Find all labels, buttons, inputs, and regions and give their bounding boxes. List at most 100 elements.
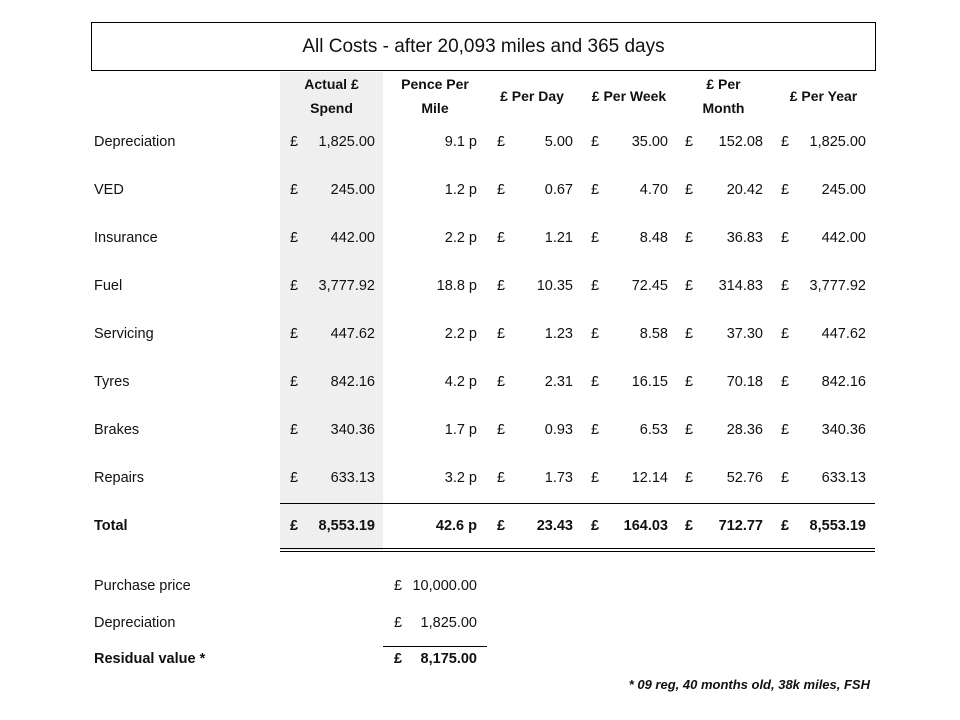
currency-symbol: £ (781, 422, 790, 438)
cell-day: 10.35 (536, 278, 573, 294)
cell-week: 4.70 (639, 182, 668, 198)
cell-actual: 447.62 (330, 326, 375, 342)
cell-month: 28.36 (726, 422, 763, 438)
currency-symbol: £ (591, 374, 600, 390)
cell-year: 442.00 (821, 230, 866, 246)
currency-symbol: £ (497, 518, 506, 534)
currency-symbol: £ (497, 470, 506, 486)
residual-value: 1,825.00 (420, 615, 477, 631)
residual-value: 8,175.00 (420, 651, 477, 667)
cell-actual: 442.00 (330, 230, 375, 246)
cell-year: 245.00 (821, 182, 866, 198)
currency-symbol: £ (781, 374, 790, 390)
cell-year: 633.13 (821, 470, 866, 486)
column-header: £ Per Day (500, 88, 564, 104)
currency-symbol: £ (394, 651, 403, 667)
cell-ppm: 18.8 p (436, 278, 477, 294)
currency-symbol: £ (290, 326, 299, 342)
column-header: Pence Per Mile (401, 76, 469, 116)
currency-symbol: £ (685, 278, 694, 294)
cell-month: 70.18 (726, 374, 763, 390)
cell-month: 712.77 (718, 518, 763, 534)
cell-day: 0.67 (544, 182, 573, 198)
cell-ppm: 2.2 p (444, 326, 477, 342)
currency-symbol: £ (781, 134, 790, 150)
cell-actual: 8,553.19 (318, 518, 375, 534)
cell-week: 12.14 (631, 470, 668, 486)
currency-symbol: £ (497, 278, 506, 294)
currency-symbol: £ (685, 230, 694, 246)
currency-symbol: £ (497, 374, 506, 390)
cell-actual: 633.13 (330, 470, 375, 486)
cell-month: 37.30 (726, 326, 763, 342)
cell-actual: 842.16 (330, 374, 375, 390)
currency-symbol: £ (781, 326, 790, 342)
currency-symbol: £ (290, 422, 299, 438)
footnote: * 09 reg, 40 months old, 38k miles, FSH (628, 677, 870, 692)
currency-symbol: £ (591, 518, 600, 534)
currency-symbol: £ (290, 182, 299, 198)
currency-symbol: £ (497, 230, 506, 246)
cell-day: 0.93 (544, 422, 573, 438)
cell-actual: 340.36 (330, 422, 375, 438)
cell-year: 3,777.92 (809, 278, 866, 294)
cell-month: 52.76 (726, 470, 763, 486)
currency-symbol: £ (591, 470, 600, 486)
currency-symbol: £ (290, 134, 299, 150)
currency-symbol: £ (685, 374, 694, 390)
currency-symbol: £ (497, 134, 506, 150)
cell-actual: 3,777.92 (318, 278, 375, 294)
currency-symbol: £ (591, 230, 600, 246)
residual-line (383, 646, 487, 647)
row-label: Repairs (94, 470, 144, 486)
currency-symbol: £ (591, 182, 600, 198)
cell-day: 2.31 (544, 374, 573, 390)
cell-day: 1.23 (544, 326, 573, 342)
cell-month: 152.08 (718, 134, 763, 150)
total-top-border (280, 503, 875, 504)
cell-week: 8.48 (639, 230, 668, 246)
column-header: Actual £ Spend (304, 76, 359, 116)
residual-label: Depreciation (94, 615, 176, 631)
cell-year: 842.16 (821, 374, 866, 390)
cell-year: 1,825.00 (809, 134, 866, 150)
residual-label: Residual value * (94, 651, 206, 667)
currency-symbol: £ (591, 134, 600, 150)
cell-actual: 1,825.00 (318, 134, 375, 150)
currency-symbol: £ (781, 518, 790, 534)
cell-day: 23.43 (536, 518, 573, 534)
actual-spend-column-shading (280, 72, 383, 550)
cell-month: 36.83 (726, 230, 763, 246)
currency-symbol: £ (290, 374, 299, 390)
page-title: All Costs - after 20,093 miles and 365 d… (91, 22, 876, 71)
cell-day: 1.73 (544, 470, 573, 486)
row-label: Depreciation (94, 134, 176, 150)
currency-symbol: £ (781, 230, 790, 246)
residual-value: 10,000.00 (412, 578, 477, 594)
cell-day: 5.00 (544, 134, 573, 150)
cell-ppm: 9.1 p (444, 134, 477, 150)
cell-ppm: 42.6 p (435, 518, 477, 534)
cell-actual: 245.00 (330, 182, 375, 198)
currency-symbol: £ (685, 134, 694, 150)
row-label: Servicing (94, 326, 154, 342)
total-double-border-2 (280, 551, 875, 552)
currency-symbol: £ (781, 182, 790, 198)
cell-week: 8.58 (639, 326, 668, 342)
cell-week: 16.15 (631, 374, 668, 390)
cell-year: 447.62 (821, 326, 866, 342)
cell-week: 164.03 (623, 518, 668, 534)
cell-ppm: 2.2 p (444, 230, 477, 246)
residual-label: Purchase price (94, 578, 191, 594)
currency-symbol: £ (781, 278, 790, 294)
cell-week: 72.45 (631, 278, 668, 294)
currency-symbol: £ (290, 518, 299, 534)
currency-symbol: £ (394, 615, 403, 631)
currency-symbol: £ (290, 470, 299, 486)
cell-week: 6.53 (639, 422, 668, 438)
row-label: Total (94, 518, 128, 534)
cell-day: 1.21 (544, 230, 573, 246)
currency-symbol: £ (781, 470, 790, 486)
cell-ppm: 1.7 p (444, 422, 477, 438)
column-header: £ Per Year (789, 88, 858, 104)
